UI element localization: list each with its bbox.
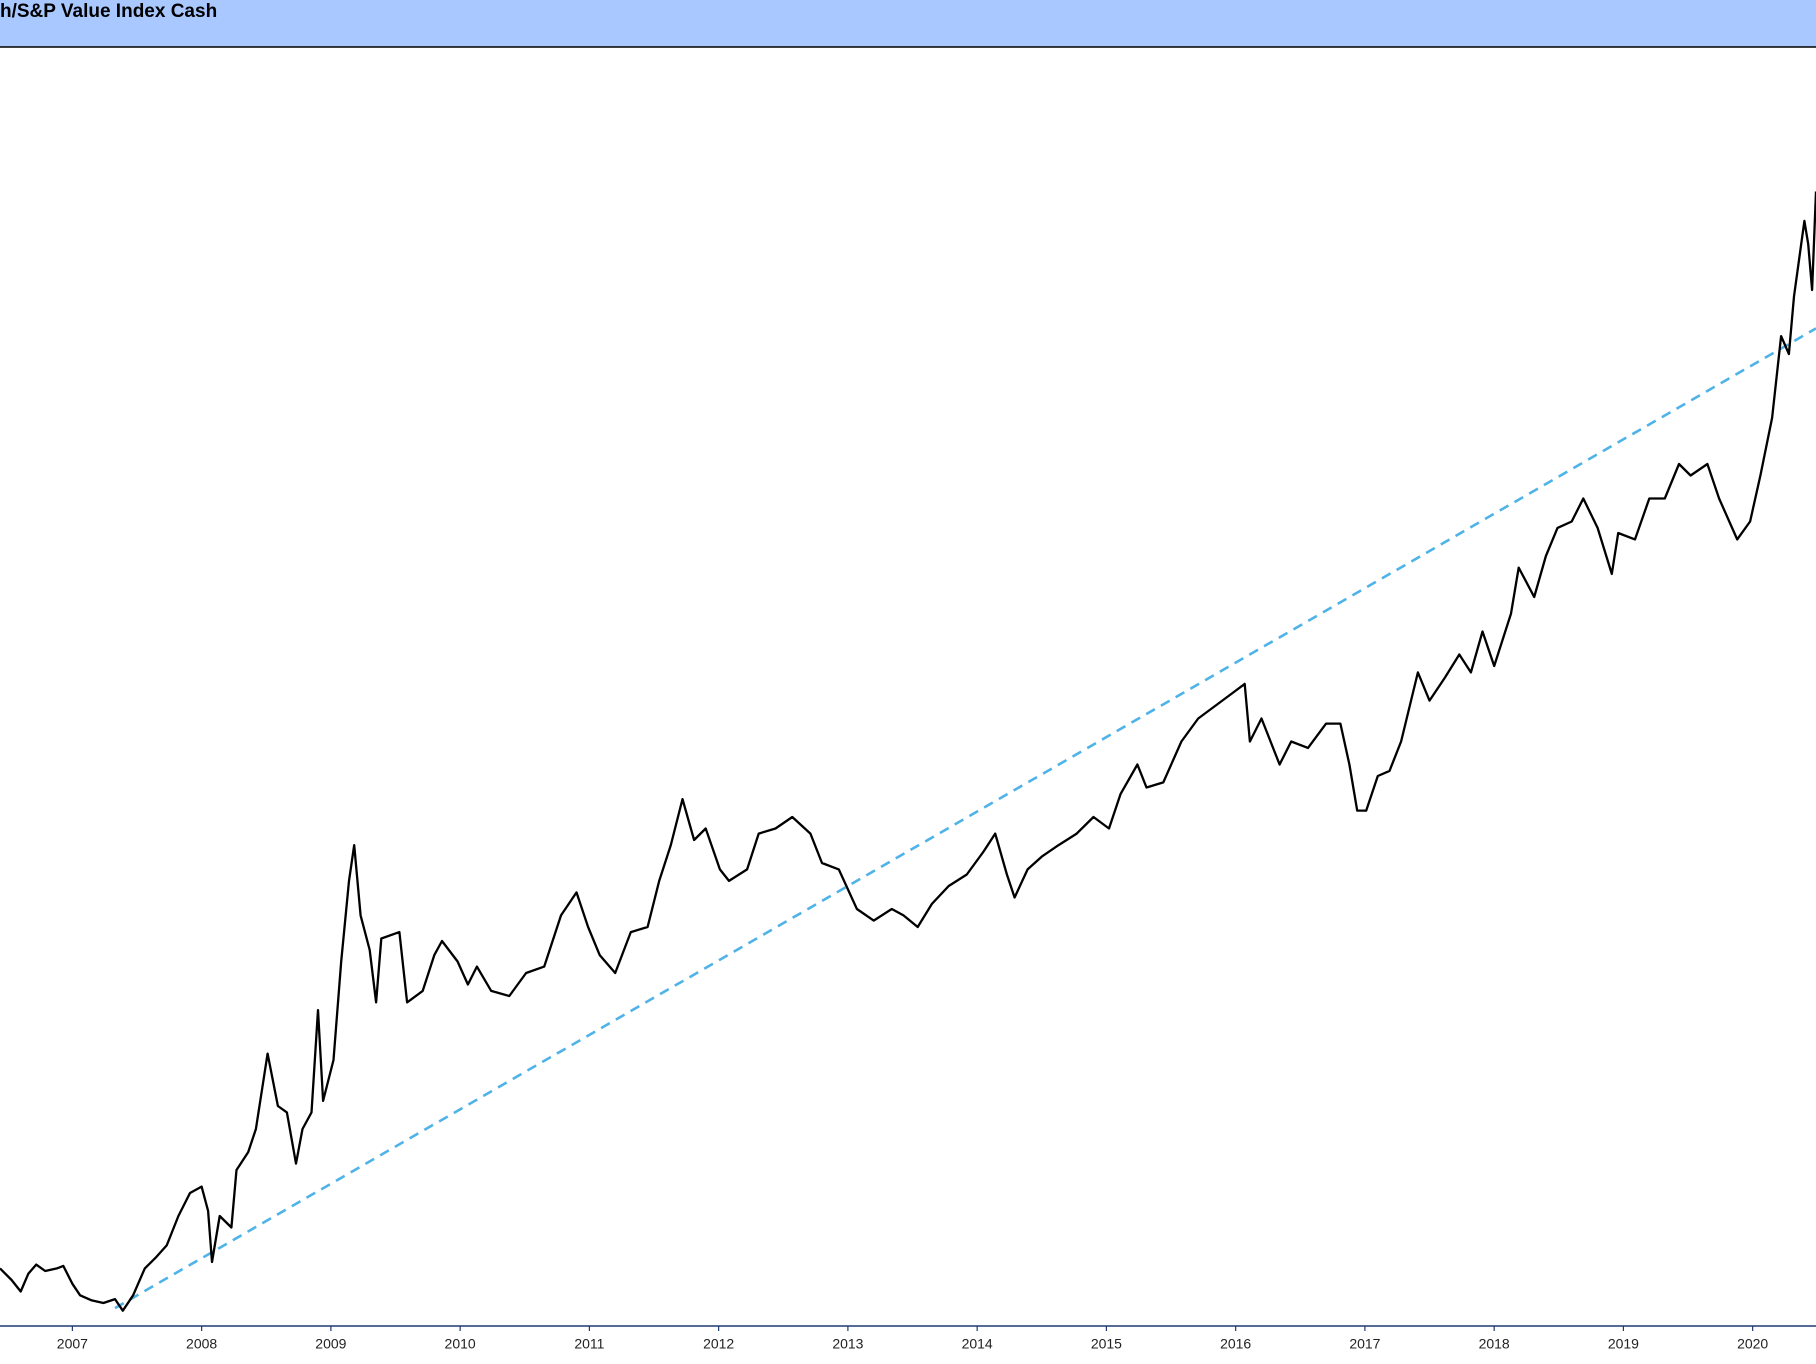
x-tick-label: 2015 (1091, 1336, 1122, 1352)
trend-line (114, 327, 1816, 1310)
x-tick-label: 2013 (832, 1336, 863, 1352)
x-tick-label: 2008 (186, 1336, 217, 1352)
x-tick-label: 2012 (703, 1336, 734, 1352)
x-tick-label: 2007 (57, 1336, 88, 1352)
x-tick-label: 2019 (1608, 1336, 1639, 1352)
x-tick-label: 2009 (315, 1336, 346, 1352)
x-tick-label: 2017 (1349, 1336, 1380, 1352)
x-tick-label: 2011 (574, 1336, 604, 1352)
x-tick-label: 2010 (445, 1336, 476, 1352)
x-tick-label: 2014 (962, 1336, 993, 1352)
header-band (0, 0, 1816, 47)
x-tick-label: 2018 (1479, 1336, 1510, 1352)
x-tick-label: 2016 (1220, 1336, 1251, 1352)
x-tick-label: 2020 (1737, 1336, 1768, 1352)
price-line (0, 191, 1816, 1312)
chart-title: h/S&P Value Index Cash (0, 1, 217, 22)
